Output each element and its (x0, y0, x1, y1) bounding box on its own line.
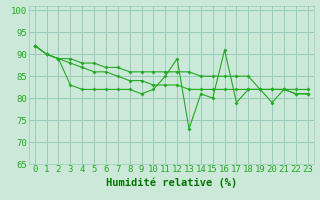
X-axis label: Humidité relative (%): Humidité relative (%) (106, 177, 237, 188)
